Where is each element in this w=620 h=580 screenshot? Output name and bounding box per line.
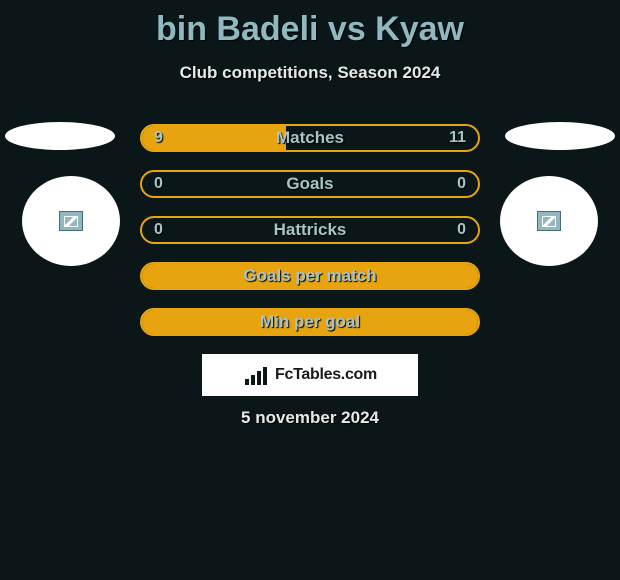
stat-value-right: 11 (449, 126, 466, 150)
stat-row: 9 Matches 11 (140, 124, 480, 152)
stat-label: Goals per match (142, 264, 478, 288)
stat-row: Min per goal (140, 308, 480, 336)
stat-value-right: 0 (457, 218, 466, 242)
page-subtitle: Club competitions, Season 2024 (0, 63, 620, 83)
comparison-bars: 9 Matches 11 0 Goals 0 0 Hattricks 0 Goa… (140, 124, 480, 354)
footer-date: 5 november 2024 (0, 408, 620, 428)
player-right-avatar (500, 176, 598, 266)
stat-row: Goals per match (140, 262, 480, 290)
stat-label: Hattricks (142, 218, 478, 242)
player-left-marker-top (5, 122, 115, 150)
logo-text: FcTables.com (275, 366, 377, 384)
stat-row: 0 Goals 0 (140, 170, 480, 198)
player-right-marker-top (505, 122, 615, 150)
stat-label: Matches (142, 126, 478, 150)
placeholder-image-icon (537, 211, 561, 231)
stat-label: Min per goal (142, 310, 478, 334)
stat-row: 0 Hattricks 0 (140, 216, 480, 244)
page-title: bin Badeli vs Kyaw (0, 0, 620, 49)
stat-value-right: 0 (457, 172, 466, 196)
source-logo: FcTables.com (202, 354, 418, 396)
player-left-avatar (22, 176, 120, 266)
placeholder-image-icon (59, 211, 83, 231)
chart-icon (243, 365, 269, 385)
stat-label: Goals (142, 172, 478, 196)
